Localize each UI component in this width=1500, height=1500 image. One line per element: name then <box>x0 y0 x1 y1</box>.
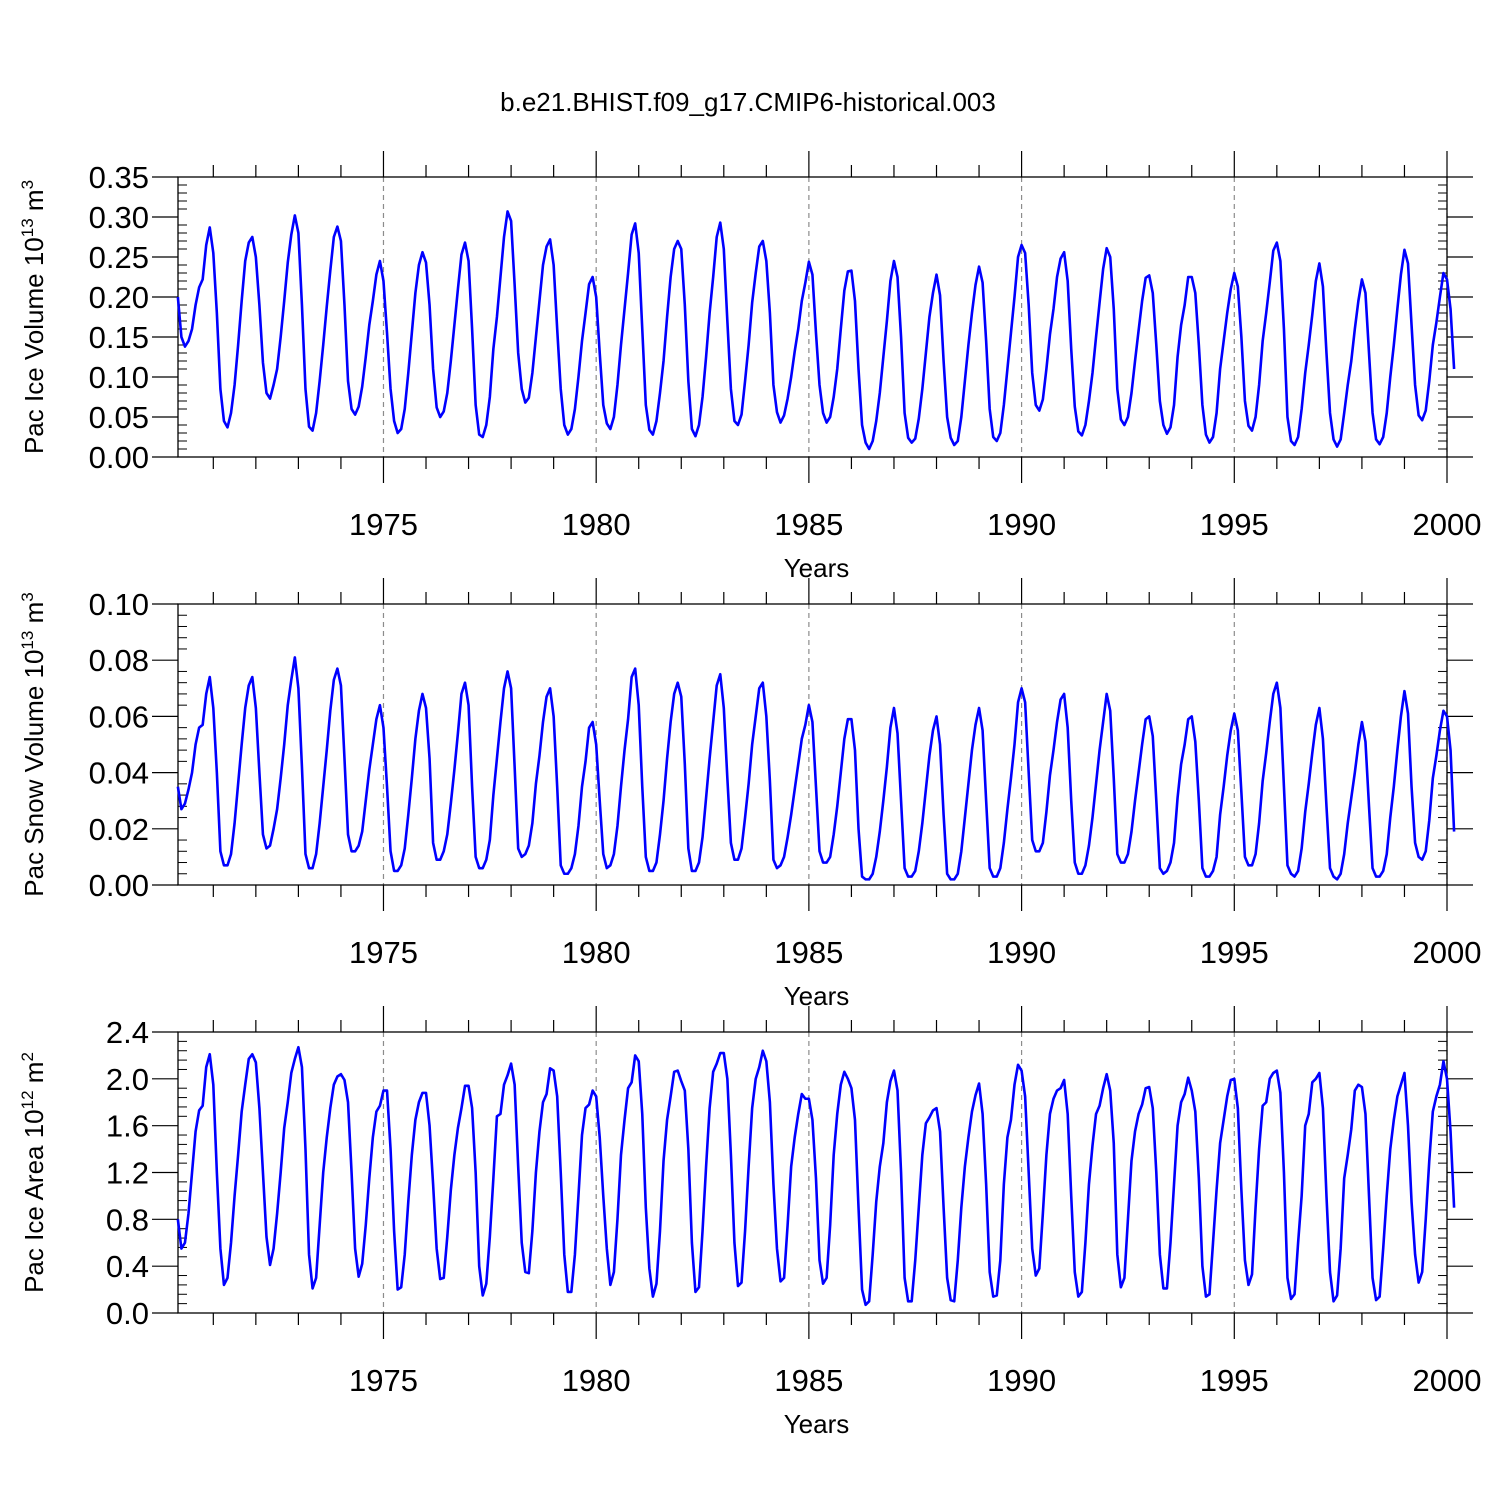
x-tick-label: 1975 <box>349 1363 418 1398</box>
x-tick-label: 2000 <box>1413 1363 1482 1398</box>
y-tick-label: 0.10 <box>89 587 149 622</box>
y-tick-label: 1.2 <box>106 1156 149 1191</box>
x-tick-label: 1985 <box>774 935 843 970</box>
y-tick-label: 0.05 <box>89 400 149 435</box>
y-axis-label-unit-exponent: 3 <box>18 592 37 601</box>
y-axis-label: Pac Ice Volume 1013 m3 <box>18 180 49 454</box>
chart-panel-3: 0.0 0.4 0.8 1.2 1.6 2.0 2.4 1975 1980 1985 1990 199… <box>18 1006 1481 1439</box>
y-axis-label-exponent: 13 <box>18 218 37 237</box>
x-tick-label: 1980 <box>562 1363 631 1398</box>
plot-frame <box>177 603 1448 886</box>
y-tick-label: 0.8 <box>106 1202 149 1237</box>
y-tick-label: 0.0 <box>106 1296 149 1331</box>
y-axis-label: Pac Snow Volume 1013 m3 <box>18 592 49 896</box>
x-axis-label: Years <box>784 1409 850 1439</box>
y-axis-label-main: Pac Ice Area 10 <box>19 1109 49 1293</box>
chart-panel-2: 0.00 0.02 0.04 0.06 0.08 0.10 1975 1980 1985 1990… <box>18 578 1481 1011</box>
y-axis-label-unit: m <box>19 189 49 218</box>
plot-frame <box>177 176 1448 458</box>
x-tick-label: 1975 <box>349 507 418 542</box>
x-tick-label: 1990 <box>987 1363 1056 1398</box>
y-tick-label: 1.6 <box>106 1109 149 1144</box>
panels: 0.00 0.05 0.10 0.15 0.20 0.25 0.30 0.35 1975 1980… <box>18 151 1481 1439</box>
x-tick-label: 1990 <box>987 935 1056 970</box>
x-tick-label: 2000 <box>1413 507 1482 542</box>
data-series-line <box>176 1045 1456 1307</box>
y-axis-label-exponent: 13 <box>18 631 37 650</box>
y-tick-label: 0.02 <box>89 812 149 847</box>
x-axis-label: Years <box>784 553 850 583</box>
figure-title: b.e21.BHIST.f09_g17.CMIP6-historical.003 <box>500 87 996 117</box>
x-tick-label: 1995 <box>1200 935 1269 970</box>
y-tick-label: 0.08 <box>89 643 149 678</box>
y-tick-label: 0.10 <box>89 360 149 395</box>
x-tick-label: 1980 <box>562 507 631 542</box>
data-series-line <box>176 656 1456 881</box>
x-tick-label: 1975 <box>349 935 418 970</box>
y-tick-label: 0.15 <box>89 320 149 355</box>
y-axis-label-unit-exponent: 3 <box>18 180 37 189</box>
y-axis-label-main: Pac Snow Volume 10 <box>19 650 49 897</box>
y-axis-label-exponent: 12 <box>18 1090 37 1109</box>
y-axis-label: Pac Ice Area 1012 m2 <box>18 1052 49 1293</box>
x-tick-label: 2000 <box>1413 935 1482 970</box>
y-axis-label-main: Pac Ice Volume 10 <box>19 237 49 454</box>
y-tick-label: 0.00 <box>89 868 149 903</box>
y-tick-label: 2.0 <box>106 1062 149 1097</box>
chart-panel-1: 0.00 0.05 0.10 0.15 0.20 0.25 0.30 0.35 1975 1980… <box>18 151 1481 583</box>
y-tick-label: 0.06 <box>89 699 149 734</box>
y-tick-label: 0.00 <box>89 440 149 475</box>
data-series-line <box>176 210 1456 451</box>
y-tick-label: 0.35 <box>89 160 149 195</box>
y-tick-label: 2.4 <box>106 1015 149 1050</box>
y-axis-label-unit-exponent: 2 <box>18 1052 37 1061</box>
y-tick-label: 0.4 <box>106 1249 149 1284</box>
x-axis-label: Years <box>784 981 850 1011</box>
y-tick-label: 0.25 <box>89 240 149 275</box>
y-tick-label: 0.30 <box>89 200 149 235</box>
y-axis-label-unit: m <box>19 602 49 631</box>
x-tick-label: 1995 <box>1200 507 1269 542</box>
x-tick-label: 1995 <box>1200 1363 1269 1398</box>
y-axis-label-unit: m <box>19 1062 49 1091</box>
x-tick-label: 1985 <box>774 1363 843 1398</box>
x-tick-label: 1980 <box>562 935 631 970</box>
x-tick-label: 1990 <box>987 507 1056 542</box>
y-tick-label: 0.04 <box>89 756 149 791</box>
y-tick-label: 0.20 <box>89 280 149 315</box>
x-tick-label: 1985 <box>774 507 843 542</box>
